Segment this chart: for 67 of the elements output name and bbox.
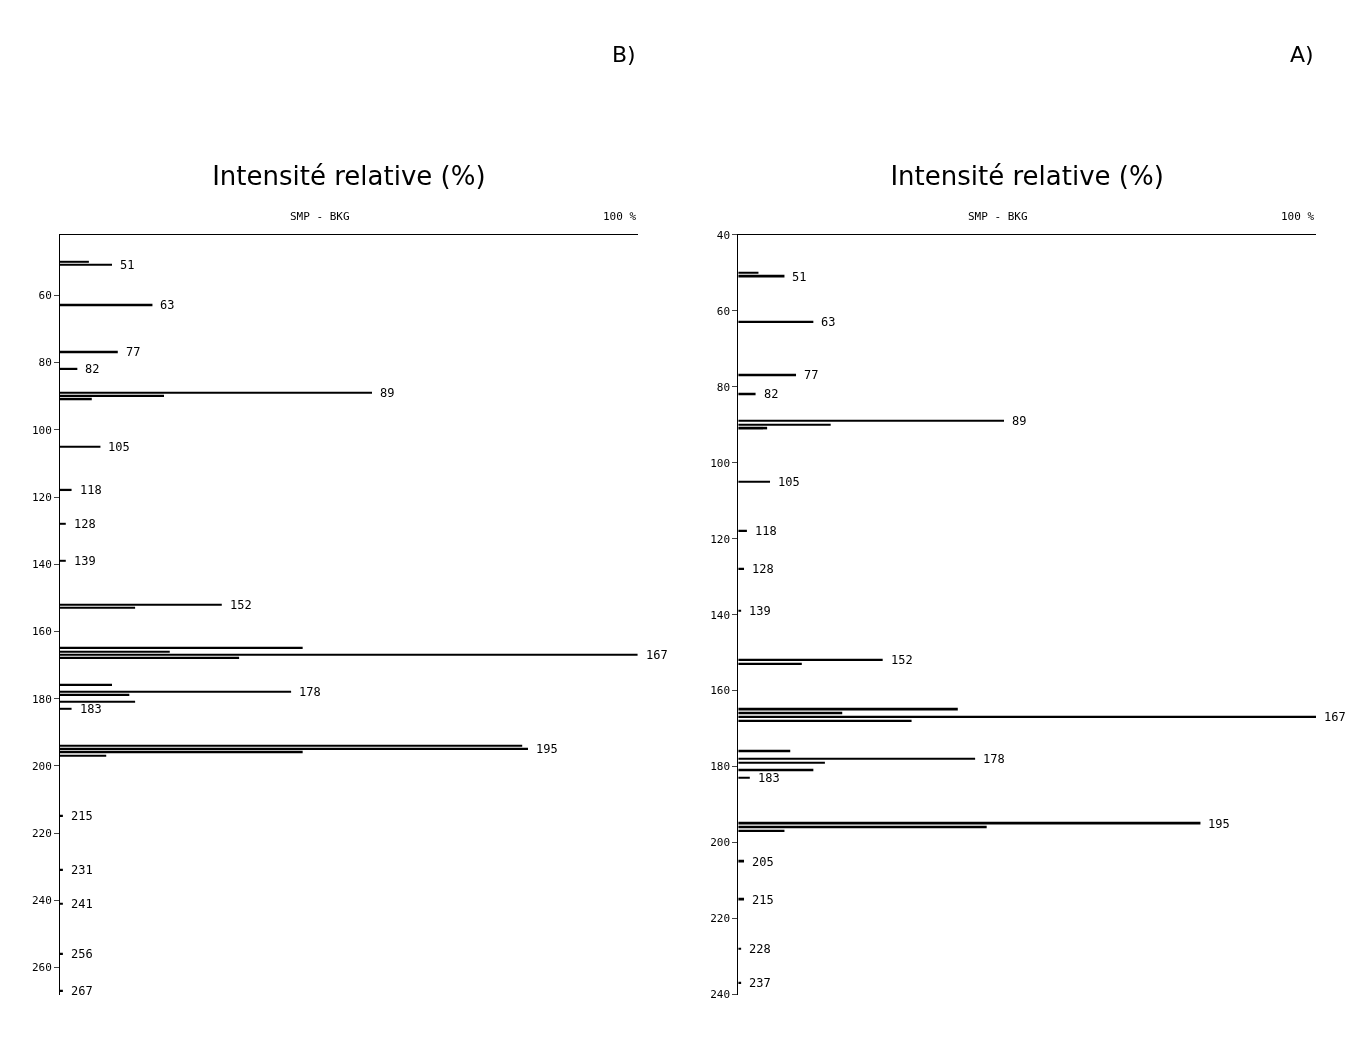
annotation: 256 (71, 947, 93, 961)
annotation: 178 (299, 685, 321, 699)
text: 100 % (603, 210, 637, 223)
annotation: 51 (792, 270, 807, 284)
y-tick-label: 140 (31, 558, 52, 572)
y-tick-label: 260 (31, 961, 52, 975)
text: 100 % (1281, 210, 1315, 223)
y-tick-label: 40 (716, 228, 731, 242)
annotation: 237 (749, 976, 771, 990)
annotation: 178 (983, 752, 1005, 766)
annotation: 231 (71, 863, 93, 877)
text: SMP - BKG (968, 210, 1028, 223)
y-tick-label: 100 (710, 456, 731, 470)
y-tick-label: 220 (710, 912, 731, 926)
annotation: 77 (126, 345, 141, 359)
annotation: 128 (752, 562, 774, 576)
annotation: 118 (80, 483, 102, 497)
y-tick-label: 120 (710, 532, 731, 546)
y-tick-label: 160 (31, 625, 52, 639)
annotation: 228 (749, 942, 771, 956)
chart-title: A) (1290, 42, 1314, 67)
annotation: 63 (160, 298, 175, 312)
annotation: 128 (74, 517, 96, 531)
y-tick-label: 140 (710, 608, 731, 622)
y-tick-label: 120 (31, 490, 52, 504)
annotation: 139 (74, 554, 96, 568)
annotation: 215 (752, 893, 774, 907)
annotation: 152 (891, 653, 913, 667)
annotation: 195 (1208, 817, 1230, 831)
annotation: 167 (1324, 710, 1346, 724)
y-tick-label: 200 (31, 759, 52, 773)
annotation: 205 (752, 855, 774, 869)
annotation: 89 (380, 386, 395, 400)
annotation: 195 (536, 742, 558, 756)
annotation: 183 (758, 771, 780, 785)
y-tick-label: 180 (31, 692, 52, 706)
y-tick-label: 60 (716, 304, 731, 318)
y-tick-label: 80 (38, 356, 52, 370)
annotation: 183 (80, 702, 102, 716)
y-tick-label: 240 (31, 894, 52, 908)
annotation: 167 (646, 648, 668, 662)
y-tick-label: 160 (710, 684, 731, 698)
annotation: 152 (230, 598, 252, 612)
annotation: 63 (821, 315, 836, 329)
y-tick-label: 180 (710, 760, 731, 774)
annotation: 215 (71, 809, 93, 823)
chart-title: B) (612, 42, 636, 67)
annotation: 118 (755, 524, 777, 538)
annotation: 139 (749, 604, 771, 618)
annotation: 82 (85, 362, 100, 376)
x-axis-title: Intensité relative (%) (890, 161, 1164, 192)
annotation: 89 (1012, 414, 1027, 428)
y-tick-label: 60 (38, 289, 52, 303)
y-tick-label: 80 (716, 380, 731, 394)
annotation: 241 (71, 897, 93, 911)
x-axis-title: Intensité relative (%) (212, 161, 486, 192)
text: SMP - BKG (290, 210, 350, 223)
annotation: 105 (108, 440, 130, 454)
y-tick-label: 100 (31, 423, 52, 437)
annotation: 82 (764, 387, 779, 401)
annotation: 77 (804, 368, 819, 382)
annotation: 51 (120, 258, 135, 272)
y-tick-label: 200 (710, 836, 731, 850)
annotation: 105 (778, 475, 800, 489)
annotation: 267 (71, 984, 93, 998)
y-tick-label: 220 (31, 827, 52, 841)
y-tick-label: 240 (710, 988, 731, 1002)
